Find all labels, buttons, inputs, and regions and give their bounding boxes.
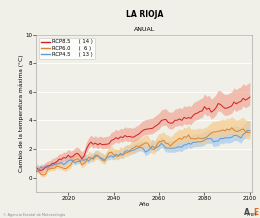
Text: A: A [244, 208, 250, 217]
X-axis label: Año: Año [139, 202, 150, 207]
Text: ANUAL: ANUAL [134, 27, 155, 32]
Y-axis label: Cambio de la temperatura máxima (°C): Cambio de la temperatura máxima (°C) [18, 55, 24, 172]
Legend: RCP8.5     ( 14 ), RCP6.0     (  6 ), RCP4.5     ( 13 ): RCP8.5 ( 14 ), RCP6.0 ( 6 ), RCP4.5 ( 13… [39, 37, 95, 59]
Text: © Agencia Estatal de Meteorología: © Agencia Estatal de Meteorología [3, 213, 65, 217]
Text: E: E [254, 208, 259, 217]
Text: met: met [246, 212, 257, 217]
Text: LA RIOJA: LA RIOJA [126, 10, 163, 19]
